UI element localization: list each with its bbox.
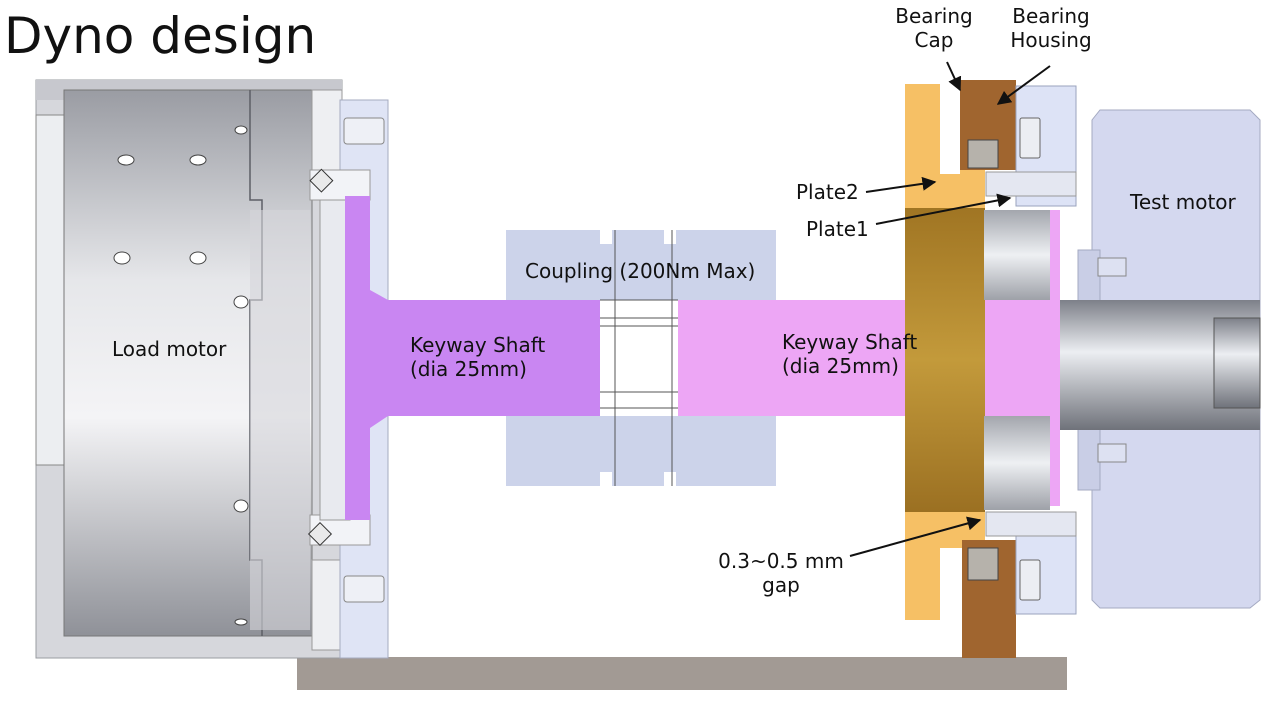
base-plate — [297, 657, 1067, 690]
load-motor-label: Load motor — [112, 337, 227, 361]
bearing-housing-label-line1: Bearing — [1012, 4, 1090, 28]
left-keyway-label-line1: Keyway Shaft — [410, 333, 546, 357]
left-keyway-label: Keyway Shaft (dia 25mm) — [410, 333, 545, 381]
bearing-housing-label-line2: Housing — [1010, 28, 1092, 52]
bearing-housing-label: Bearing Housing — [996, 4, 1106, 52]
right-keyway-label-line1: Keyway Shaft — [782, 330, 918, 354]
load-motor — [35, 79, 343, 659]
left-keyway-shaft — [345, 196, 600, 520]
bearing-cap-label-line1: Bearing — [895, 4, 973, 28]
coupling-label: Coupling (200Nm Max) — [525, 259, 756, 283]
bearing-assembly — [905, 80, 1077, 658]
bearing-cap-label-line2: Cap — [914, 28, 954, 52]
test-motor — [1060, 109, 1261, 609]
right-keyway-label: Keyway Shaft (dia 25mm) — [782, 330, 917, 378]
right-keyway-label-line2: (dia 25mm) — [782, 354, 899, 378]
right-keyway-shaft — [678, 210, 1060, 506]
left-keyway-label-line2: (dia 25mm) — [410, 357, 527, 381]
test-motor-label: Test motor — [1130, 190, 1236, 214]
gap-label-line2: gap — [762, 573, 800, 597]
callout-arrows — [849, 61, 1051, 557]
gap-label: 0.3~0.5 mm gap — [706, 549, 856, 597]
gap-label-line1: 0.3~0.5 mm — [718, 549, 844, 573]
page-title: Dyno design — [4, 7, 317, 65]
coupling — [506, 230, 776, 486]
bearing-cap-label: Bearing Cap — [884, 4, 984, 52]
plate1-label: Plate1 — [806, 217, 869, 241]
plate2-label: Plate2 — [796, 180, 859, 204]
